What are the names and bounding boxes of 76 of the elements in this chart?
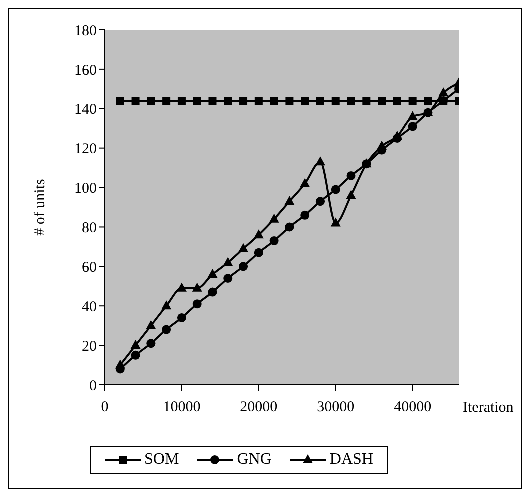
point <box>208 288 218 297</box>
point <box>284 196 295 206</box>
point <box>424 97 432 105</box>
point <box>238 243 249 252</box>
point <box>162 300 172 310</box>
point <box>408 97 417 105</box>
point <box>239 262 248 272</box>
point <box>408 111 418 120</box>
x-tick-label: 30000 <box>317 400 355 416</box>
y-axis-title: # of units <box>32 179 48 236</box>
point <box>176 282 187 292</box>
point <box>331 185 340 194</box>
point <box>270 97 278 105</box>
y-tick-label: 60 <box>82 260 97 276</box>
point <box>378 97 386 105</box>
point <box>346 190 356 200</box>
point <box>116 97 124 105</box>
point <box>300 210 310 220</box>
point <box>162 325 172 334</box>
point <box>269 214 280 223</box>
point <box>132 97 140 105</box>
point <box>240 97 248 105</box>
point <box>147 97 156 105</box>
point <box>193 97 202 105</box>
x-axis-title: Iteration <box>463 400 514 416</box>
point <box>408 122 418 132</box>
point <box>254 97 263 105</box>
y-tick-label: 120 <box>74 142 97 158</box>
point <box>286 97 294 105</box>
y-tick-label: 20 <box>82 338 97 355</box>
point <box>115 360 126 369</box>
point <box>285 222 294 232</box>
point <box>146 339 156 348</box>
point <box>315 156 326 166</box>
point <box>254 230 264 239</box>
point <box>130 340 141 350</box>
point <box>223 257 234 266</box>
legend-label: GNG <box>236 451 272 469</box>
point <box>162 97 171 105</box>
y-tick-label: 0 <box>90 378 97 394</box>
point <box>146 320 156 330</box>
point <box>224 274 233 283</box>
point <box>377 140 388 150</box>
point <box>300 178 310 188</box>
y-tick-label: 100 <box>74 181 97 198</box>
x-tick-label: 20000 <box>240 400 278 416</box>
point <box>224 97 232 105</box>
point <box>346 171 356 180</box>
y-tick-label: 180 <box>74 23 97 40</box>
point <box>332 97 340 105</box>
point <box>362 97 371 105</box>
point <box>192 300 202 309</box>
point <box>270 236 279 246</box>
legend-label: SOM <box>144 451 180 469</box>
point <box>301 97 310 105</box>
point <box>208 269 218 278</box>
point <box>316 97 324 105</box>
x-tick-label: 40000 <box>394 400 432 416</box>
y-tick-label: 40 <box>82 299 97 316</box>
point <box>208 97 217 105</box>
legend-label: DASH <box>328 451 374 469</box>
point <box>330 218 341 227</box>
point <box>131 350 140 360</box>
x-tick-label: 10000 <box>163 400 201 416</box>
point <box>393 97 402 105</box>
y-tick-label: 140 <box>74 102 97 118</box>
point <box>178 97 186 105</box>
y-tick-label: 160 <box>74 62 97 79</box>
y-tick-label: 80 <box>82 220 97 237</box>
point <box>316 197 325 206</box>
x-tick-label: 0 <box>101 400 109 416</box>
point <box>438 88 449 97</box>
point <box>192 282 202 292</box>
point <box>347 97 356 105</box>
point <box>177 313 186 322</box>
point <box>254 248 264 258</box>
